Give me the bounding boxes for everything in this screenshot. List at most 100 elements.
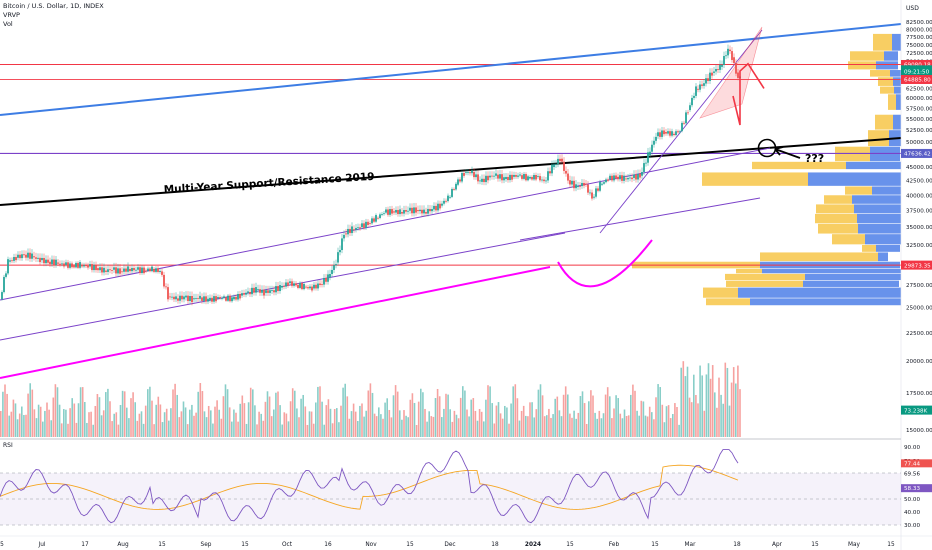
candle-body <box>37 257 39 259</box>
volume-bar <box>201 391 204 437</box>
volume-bar <box>321 401 323 437</box>
volume-bar <box>390 417 393 437</box>
candle-body <box>211 297 213 302</box>
volume-bar <box>672 414 674 437</box>
volume-bar <box>567 394 569 437</box>
volume-bar <box>21 406 23 437</box>
volume-bar <box>317 386 319 437</box>
candle-body <box>107 269 109 272</box>
candle-body <box>379 214 381 219</box>
volume-bar <box>283 412 286 437</box>
time-tick-label: 16 <box>324 542 332 548</box>
volume-bar <box>121 390 124 437</box>
volume-bar <box>264 401 267 437</box>
volume-profile-sell <box>865 234 901 245</box>
volume-bar <box>684 376 687 437</box>
candle-body <box>185 295 187 298</box>
candle-body <box>105 270 107 272</box>
volume-profile-sell <box>876 61 898 70</box>
volume-bar <box>451 421 454 437</box>
candle-body <box>289 281 291 284</box>
candle-body <box>629 177 631 179</box>
candle-body <box>65 262 67 265</box>
candle-body <box>587 184 589 193</box>
indicator-vrvp[interactable]: VRVP <box>3 11 20 19</box>
price-tags: 69080.1867553.8009:21:5064885.8047636.42… <box>901 59 932 415</box>
candle-body <box>517 175 519 177</box>
volume-bar <box>697 403 699 437</box>
candle-body <box>565 170 567 174</box>
volume-bar <box>46 402 48 437</box>
candle-body <box>385 209 387 213</box>
volume-profile-buy <box>875 114 893 130</box>
candle-body <box>539 176 541 181</box>
volume-bar <box>695 394 697 437</box>
candle-body <box>47 259 49 263</box>
volume-bar <box>256 424 258 437</box>
candle-body <box>529 176 531 179</box>
volume-bar <box>149 386 151 437</box>
candle-body <box>299 283 301 288</box>
volume-bar <box>352 403 355 437</box>
volume-bar <box>102 410 105 437</box>
volume-bar <box>239 403 241 437</box>
candle-body <box>213 296 215 302</box>
candle-body <box>499 174 501 179</box>
candle-body <box>127 266 129 272</box>
volume-bar <box>56 387 59 437</box>
candle-body <box>621 175 623 181</box>
volume-bar <box>592 395 594 437</box>
volume-bar <box>411 393 414 437</box>
volume-bar <box>625 415 628 437</box>
price-tick-label: 45000.00 <box>906 165 932 171</box>
volume-profile-sell <box>803 280 899 287</box>
time-tick-label: 2024 <box>525 542 541 548</box>
volume-bar <box>735 383 737 437</box>
volume-bar <box>613 408 615 437</box>
candle-body <box>159 270 161 272</box>
volume-bar <box>737 365 739 437</box>
volume-bar <box>361 403 363 437</box>
candle-body <box>191 295 193 303</box>
candle-body <box>229 295 231 302</box>
volume-bar <box>588 401 590 437</box>
indicator-vol[interactable]: Vol <box>3 20 13 28</box>
volume-profile-buy <box>888 94 896 110</box>
candle-body <box>319 283 321 286</box>
volume-bar <box>459 397 462 437</box>
volume-bar <box>163 412 166 437</box>
symbol-title[interactable]: Bitcoin / U.S. Dollar, 1D, INDEX <box>3 2 104 10</box>
volume-profile-buy <box>845 186 872 195</box>
volume-bar <box>720 394 722 437</box>
candle-body <box>665 132 667 134</box>
volume-bar <box>184 407 187 437</box>
volume-bar <box>115 412 118 437</box>
candle-body <box>301 283 303 290</box>
volume-bar <box>590 390 592 437</box>
volume-bar <box>718 377 720 437</box>
volume-bar <box>75 422 78 437</box>
price-tick-label: 75000.00 <box>906 43 932 49</box>
candle-body <box>715 69 717 72</box>
volume-bar <box>457 418 460 437</box>
candle-body <box>413 207 415 214</box>
candle-body <box>559 158 561 162</box>
price-tick-label: 72500.00 <box>906 51 932 57</box>
candle-body <box>45 259 47 264</box>
volume-bar <box>432 416 435 437</box>
candle-body <box>677 131 679 133</box>
volume-bar <box>189 409 191 437</box>
candle-body <box>151 266 153 272</box>
candle-body <box>257 289 259 290</box>
candle-body <box>455 183 457 190</box>
volume-bar <box>161 422 164 437</box>
pointer-arrow <box>774 146 801 159</box>
time-tick-label: Feb <box>609 542 620 548</box>
volume-bar <box>69 408 71 437</box>
time-tick-label: 15 <box>651 542 659 548</box>
volume-profile-sell <box>872 186 901 195</box>
volume-bar <box>531 402 533 437</box>
volume-profile-sell <box>893 77 901 86</box>
candle-body <box>33 256 35 258</box>
